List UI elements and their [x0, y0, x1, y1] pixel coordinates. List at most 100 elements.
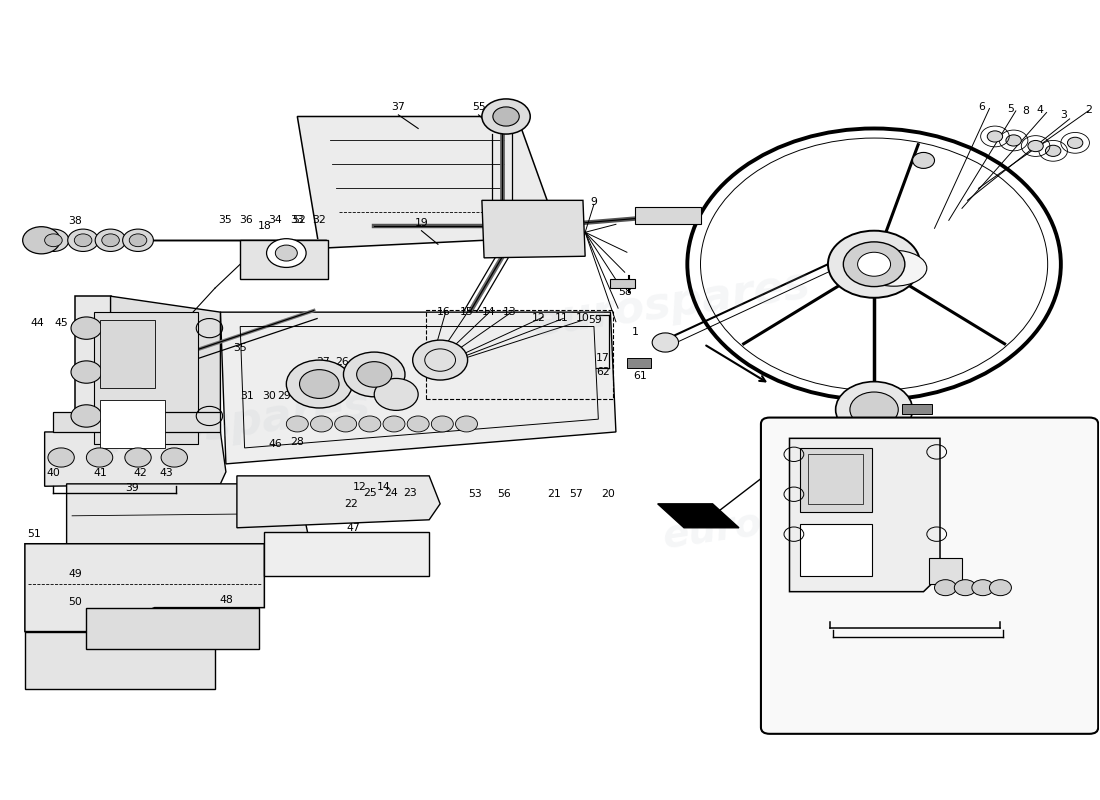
Text: 35: 35 — [218, 215, 232, 226]
Text: 4: 4 — [1036, 105, 1044, 115]
Text: 8: 8 — [1022, 106, 1030, 116]
Text: 41: 41 — [94, 469, 108, 478]
Polygon shape — [297, 117, 550, 248]
Circle shape — [124, 448, 151, 467]
Text: 26: 26 — [336, 357, 349, 366]
Circle shape — [356, 362, 392, 387]
Text: 42: 42 — [932, 612, 946, 622]
Polygon shape — [264, 532, 429, 576]
Polygon shape — [45, 432, 225, 486]
Text: 35: 35 — [233, 343, 248, 353]
Text: 22: 22 — [344, 499, 358, 509]
Text: 38: 38 — [68, 216, 82, 226]
Text: 55: 55 — [472, 102, 485, 112]
Text: 63: 63 — [837, 612, 851, 622]
Circle shape — [935, 580, 957, 596]
Circle shape — [1027, 141, 1043, 152]
Text: 41: 41 — [872, 612, 887, 622]
Polygon shape — [25, 631, 215, 689]
Text: 16: 16 — [437, 307, 450, 317]
Text: 57: 57 — [570, 490, 583, 499]
Polygon shape — [220, 312, 616, 464]
Circle shape — [493, 107, 519, 126]
FancyBboxPatch shape — [761, 418, 1098, 734]
Polygon shape — [67, 484, 308, 548]
Text: 47: 47 — [346, 522, 360, 533]
Circle shape — [858, 252, 891, 276]
Text: 39: 39 — [886, 626, 900, 637]
Circle shape — [1067, 138, 1082, 149]
Bar — [801, 448, 872, 512]
Text: 7: 7 — [632, 359, 639, 369]
Text: 5: 5 — [1006, 103, 1014, 114]
Circle shape — [68, 229, 99, 251]
Text: 40: 40 — [812, 612, 826, 622]
Text: 29: 29 — [277, 391, 292, 401]
Circle shape — [431, 416, 453, 432]
Circle shape — [39, 229, 69, 251]
Circle shape — [23, 226, 61, 254]
Text: 48: 48 — [219, 594, 233, 605]
Text: 45: 45 — [54, 318, 68, 327]
Text: 13: 13 — [503, 307, 516, 317]
Text: 34: 34 — [268, 215, 283, 226]
Circle shape — [299, 370, 339, 398]
Circle shape — [359, 416, 381, 432]
Text: 15: 15 — [460, 307, 473, 317]
Bar — [627, 358, 651, 368]
Polygon shape — [930, 558, 962, 584]
Polygon shape — [54, 412, 220, 432]
Circle shape — [122, 229, 153, 251]
Text: 37: 37 — [392, 102, 405, 112]
Text: 14: 14 — [377, 482, 390, 492]
Bar — [902, 404, 933, 414]
Circle shape — [266, 238, 306, 267]
Text: 46: 46 — [268, 439, 283, 449]
Circle shape — [987, 131, 1002, 142]
Text: 43: 43 — [960, 612, 975, 622]
Text: 50: 50 — [68, 597, 82, 607]
Text: GD: GD — [883, 650, 902, 664]
Text: 32: 32 — [312, 215, 327, 226]
Circle shape — [828, 230, 921, 298]
Text: 58: 58 — [618, 287, 631, 297]
Circle shape — [75, 234, 92, 246]
Circle shape — [310, 416, 332, 432]
Circle shape — [45, 234, 63, 246]
Text: 27: 27 — [316, 357, 330, 366]
Text: 56: 56 — [497, 490, 510, 499]
Text: 39: 39 — [125, 483, 140, 493]
Circle shape — [989, 580, 1011, 596]
Text: 54: 54 — [500, 102, 514, 112]
Polygon shape — [76, 296, 111, 464]
Text: eurospares: eurospares — [89, 383, 373, 465]
Text: 12: 12 — [532, 313, 546, 322]
Text: eurospares: eurospares — [660, 484, 909, 556]
Text: eurospares: eurospares — [528, 263, 813, 345]
Bar — [100, 320, 154, 388]
Text: 44: 44 — [30, 318, 44, 327]
Polygon shape — [658, 504, 739, 528]
Text: 62: 62 — [596, 367, 609, 377]
Text: 43: 43 — [160, 469, 174, 478]
Circle shape — [407, 416, 429, 432]
Text: 24: 24 — [384, 489, 397, 498]
Text: 11: 11 — [556, 313, 569, 322]
Text: 28: 28 — [290, 437, 305, 446]
Text: 2: 2 — [1085, 105, 1092, 115]
Circle shape — [844, 242, 905, 286]
Circle shape — [87, 448, 113, 467]
Text: 30: 30 — [262, 391, 276, 401]
Text: 36: 36 — [239, 215, 253, 226]
Polygon shape — [482, 200, 585, 258]
Circle shape — [1045, 146, 1060, 157]
Text: 20: 20 — [602, 490, 615, 499]
Circle shape — [161, 448, 187, 467]
Circle shape — [334, 416, 356, 432]
Circle shape — [652, 333, 679, 352]
Text: 6: 6 — [978, 102, 986, 112]
Text: 49: 49 — [68, 569, 82, 579]
Polygon shape — [87, 608, 258, 649]
Text: 12: 12 — [353, 482, 366, 492]
Text: 51: 51 — [26, 529, 41, 539]
